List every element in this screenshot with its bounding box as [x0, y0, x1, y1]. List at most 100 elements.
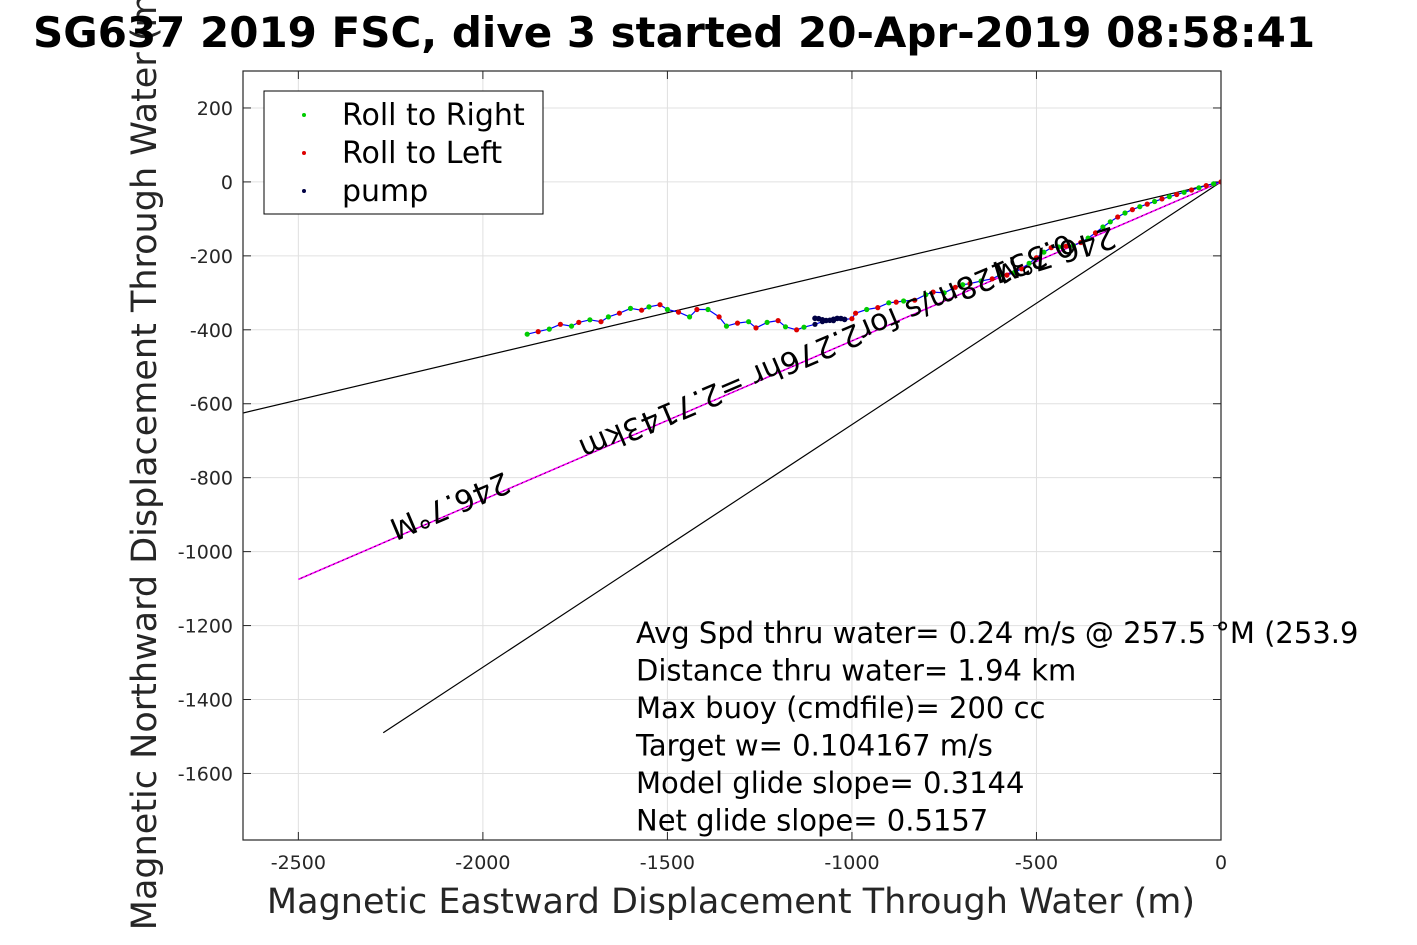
x-axis-label: Magnetic Eastward Displacement Through W… — [267, 882, 1195, 922]
ticks: -2500 -2000 -1500 -1000 -500 0 200 0 -200 -400 -60… — [178, 71, 1227, 874]
legend-label-roll-right: Roll to Right — [342, 98, 525, 133]
roll-left-point — [1033, 255, 1040, 261]
roll-right-point — [997, 272, 1003, 278]
roll-left-point — [1004, 272, 1010, 278]
pump-point — [812, 321, 818, 327]
y-tick-label: -800 — [190, 468, 233, 490]
annotations: Avg Spd thru water= 0.24 m/s @ 257.5 °M … — [635, 616, 1358, 838]
roll-right-point — [664, 306, 671, 313]
roll-left-point — [1203, 183, 1209, 189]
roll-left-point — [893, 299, 899, 305]
roll-left-point — [657, 302, 663, 308]
roll-right-point — [605, 314, 612, 320]
legend: Roll to Right Roll to Left pump — [263, 90, 544, 215]
roll-right-point — [864, 306, 870, 313]
roll-left-point — [639, 307, 645, 313]
roll-right-point — [1166, 194, 1172, 200]
roll-left-point — [1115, 214, 1121, 220]
roll-right-point — [1056, 244, 1062, 250]
axes-box — [242, 70, 1222, 841]
roll-left-point — [557, 321, 564, 327]
roll-left-point — [967, 281, 973, 287]
roll-left-point — [875, 305, 881, 311]
roll-left-point — [716, 314, 722, 320]
roll-left-point — [694, 306, 700, 313]
y-tick-label: -1600 — [178, 763, 233, 785]
roll-left-point — [1092, 230, 1099, 236]
roll-right-point — [901, 298, 907, 304]
roll-left-point — [1159, 196, 1165, 202]
roll-left-point — [1019, 266, 1025, 272]
y-axis-label: Magnetic Northward Displacement Through … — [125, 0, 165, 930]
roll-right-point — [1085, 235, 1091, 241]
roll-right-point — [1152, 198, 1158, 205]
roll-left-point — [989, 276, 995, 282]
legend-label-roll-left: Roll to Left — [342, 136, 502, 171]
roll-right-point — [923, 292, 929, 298]
roll-left-point — [576, 319, 582, 325]
chart-title: SG637 2019 FSC, dive 3 started 20-Apr-20… — [33, 8, 1315, 57]
roll-right-point — [627, 305, 634, 311]
roll-left-point — [675, 309, 682, 315]
roll-left-point — [535, 329, 541, 335]
roll-right-point — [1041, 249, 1047, 255]
roll-right-point — [1100, 224, 1106, 230]
x-tick-label: 0 — [1215, 852, 1227, 874]
x-tick-label: -1500 — [640, 852, 695, 874]
annotation-line: Model glide slope= 0.3144 — [636, 766, 1024, 800]
roll-left-point — [849, 316, 855, 322]
annotation-line: Avg Spd thru water= 0.24 m/s @ 257.5 °M … — [636, 616, 1358, 650]
roll-right-point — [568, 323, 575, 329]
roll-left-point — [1048, 245, 1054, 251]
roll-right-point — [960, 282, 966, 288]
roll-left-point — [598, 319, 604, 325]
roll-left-point — [930, 289, 936, 295]
x-tick-label: -500 — [1015, 852, 1058, 874]
roll-right-point — [524, 331, 530, 337]
roll-left-point — [616, 310, 623, 316]
roll-right-point — [587, 317, 593, 323]
y-tick-label: -1000 — [178, 542, 233, 564]
roll-points — [524, 179, 1221, 337]
legend-marker-roll-left — [302, 151, 306, 155]
line-heading-lower — [382, 181, 1221, 734]
roll-left-point — [734, 320, 741, 326]
roll-left-point — [1144, 201, 1150, 207]
roll-right-point — [746, 319, 752, 325]
y-tick-label: 0 — [221, 172, 233, 194]
annotation-line: Target w= 0.104167 m/s — [635, 729, 993, 763]
y-tick-label: -1400 — [178, 690, 233, 712]
roll-left-point — [912, 297, 918, 303]
legend-label-pump: pump — [342, 174, 428, 209]
roll-right-point — [1211, 181, 1217, 187]
roll-right-point — [1026, 260, 1032, 266]
y-tick-label: -200 — [190, 246, 233, 268]
roll-left-point — [775, 318, 781, 324]
y-tick-label: -600 — [190, 394, 233, 416]
x-tick-label: -2500 — [271, 852, 326, 874]
roll-right-point — [801, 324, 807, 330]
y-tick-label: -400 — [190, 320, 233, 342]
annotation-line: Net glide slope= 0.5157 — [636, 804, 988, 838]
roll-left-point — [794, 327, 800, 333]
legend-box — [263, 90, 544, 215]
roll-right-point — [782, 324, 789, 330]
roll-left-point — [1078, 239, 1084, 246]
roll-right-point — [1122, 210, 1128, 216]
roll-left-point — [1188, 187, 1195, 193]
roll-left-point — [952, 284, 958, 290]
annotation-line: Max buoy (cmdfile)= 200 cc — [636, 691, 1045, 725]
roll-left-point — [1129, 207, 1135, 213]
roll-left-point — [753, 325, 759, 331]
roll-right-point — [687, 314, 693, 320]
roll-left-point — [1218, 179, 1221, 185]
roll-right-point — [646, 304, 652, 310]
roll-right-point — [978, 278, 984, 284]
legend-marker-pump — [302, 189, 306, 193]
roll-right-point — [723, 323, 730, 329]
roll-right-point — [941, 290, 947, 296]
roll-right-point — [1107, 219, 1113, 225]
roll-left-point — [1063, 243, 1069, 249]
roll-right-point — [886, 300, 892, 306]
